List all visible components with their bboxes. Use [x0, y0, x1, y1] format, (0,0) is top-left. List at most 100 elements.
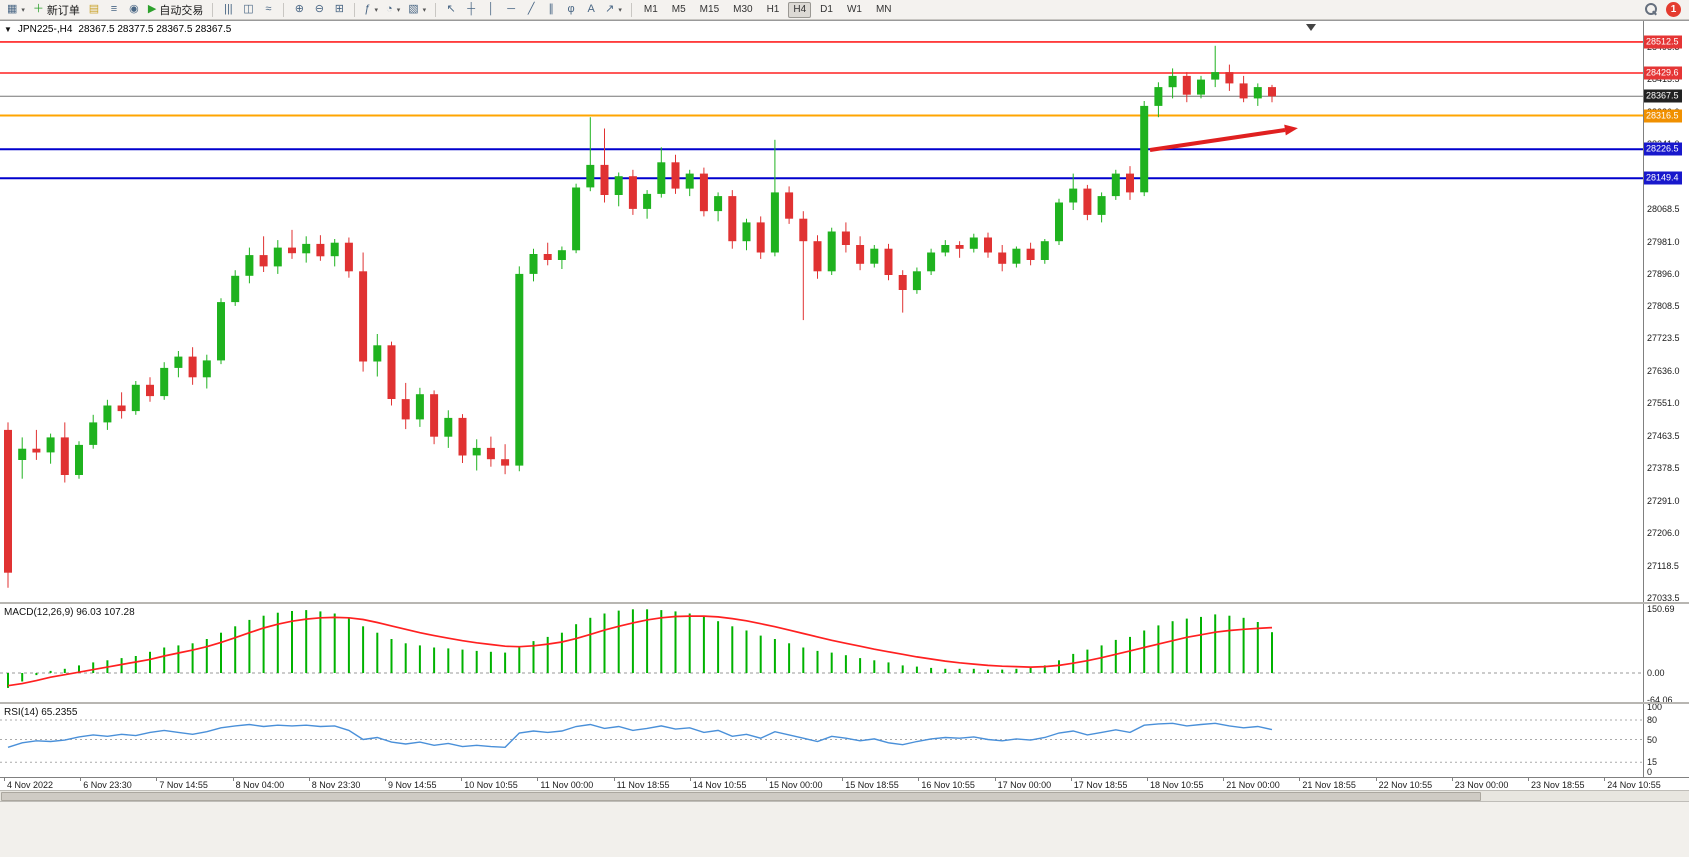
timeframe-w1-button[interactable]: W1: [846, 4, 862, 15]
toolbar-separator: [212, 2, 214, 17]
candle-body: [614, 176, 623, 195]
notification-badge[interactable]: 1: [1666, 2, 1681, 17]
timeframe-m5-button[interactable]: M5: [671, 4, 686, 15]
horizontal-line-button[interactable]: ─: [502, 1, 520, 18]
bar-chart-button[interactable]: |||: [219, 1, 237, 18]
profiles-button[interactable]: ▤: [85, 1, 103, 18]
rsi-canvas[interactable]: [0, 704, 1643, 777]
time-axis-label: 17 Nov 00:00: [997, 780, 1052, 790]
new-order-button-label: 新订单: [46, 4, 80, 17]
time-axis-tick: [766, 778, 767, 781]
candle-body: [770, 192, 779, 253]
price-axis[interactable]: 28498.528413.528326.028241.028153.528068…: [1643, 21, 1689, 777]
candle-body: [373, 345, 382, 362]
rsi-axis-label: 80: [1647, 715, 1658, 725]
candle-body: [1253, 87, 1262, 99]
crosshair-button[interactable]: ┼: [462, 1, 480, 18]
price-axis-label: 27291.0: [1647, 495, 1680, 506]
price-axis-label: 28068.5: [1647, 203, 1680, 214]
timeframe-m1-button[interactable]: M1: [643, 4, 658, 15]
macd-axis-label: 150.69: [1647, 604, 1675, 614]
time-axis-tick: [385, 778, 386, 781]
candle-body: [131, 384, 140, 412]
price-axis-label: 27896.0: [1647, 268, 1680, 279]
tile-windows-icon: ⊞: [334, 3, 344, 15]
price-level-badge: 28429.6: [1644, 66, 1682, 80]
periods-button[interactable]: ◔ ▾: [383, 1, 403, 18]
new-order-button[interactable]: ＋新订单: [30, 1, 83, 18]
chevron-down-icon[interactable]: ▼: [4, 25, 12, 34]
time-axis[interactable]: 4 Nov 2022 6 Nov 23:30 7 Nov 14:55 8 Nov 04…: [0, 777, 1689, 791]
candle-body: [756, 222, 765, 253]
timeframe-h1-button[interactable]: H1: [766, 4, 780, 15]
candle-body: [117, 405, 126, 412]
channel-button[interactable]: ∥: [542, 1, 560, 18]
price-axis-label: 27033.5: [1647, 592, 1680, 603]
indicators-button[interactable]: ƒ ▾: [361, 1, 381, 18]
bar-chart-icon: |||: [224, 3, 233, 15]
timeframe-m15-button[interactable]: M15: [699, 4, 720, 15]
time-axis-label: 10 Nov 10:55: [464, 780, 518, 790]
scrollbar-thumb[interactable]: [1, 792, 1481, 801]
trend-arrow-line[interactable]: [1149, 128, 1286, 152]
arrow-tools-button[interactable]: ↗ ▾: [602, 1, 625, 18]
text-button[interactable]: A: [582, 1, 600, 18]
line-chart-button[interactable]: ≈: [259, 1, 277, 18]
chevron-down-icon: ▾: [396, 6, 401, 14]
candle-body: [1168, 75, 1177, 88]
candle-body: [217, 302, 225, 361]
zoom-in-button[interactable]: ⊕: [290, 1, 308, 18]
candle-body: [444, 417, 453, 437]
timeframe-mn-button[interactable]: MN: [875, 4, 892, 15]
timeframe-m30-button[interactable]: M30: [733, 4, 753, 15]
trendline-button[interactable]: ╱: [522, 1, 540, 18]
candle-body: [657, 162, 666, 194]
autotrade-button[interactable]: ▶ 自动交易: [145, 1, 206, 18]
chevron-down-icon: ▾: [21, 6, 25, 14]
time-axis-tick: [1528, 778, 1529, 781]
horizontal-scrollbar[interactable]: [0, 790, 1689, 802]
candle-body: [302, 243, 311, 254]
time-axis-tick: [308, 778, 310, 781]
rsi-label: RSI(14) 65.2355: [4, 707, 78, 718]
bottom-area: [0, 802, 1689, 857]
candle-body: [344, 242, 353, 272]
zoom-out-button[interactable]: ⊖: [310, 1, 328, 18]
tile-windows-button[interactable]: ⊞: [330, 1, 348, 18]
new-chart-button[interactable]: ▦ ▾: [4, 1, 28, 18]
candle-body: [273, 247, 282, 267]
time-axis-label: 23 Nov 00:00: [1454, 780, 1509, 790]
search-icon[interactable]: [1645, 3, 1658, 16]
candle-body: [671, 162, 680, 189]
templates-button[interactable]: ▧ ▾: [405, 1, 429, 18]
time-axis-label: 7 Nov 14:55: [159, 780, 208, 790]
candle-body: [1026, 248, 1035, 260]
time-axis-label: 24 Nov 10:55: [1607, 780, 1661, 790]
candle-body: [245, 255, 254, 276]
macd-axis-label: -64.06: [1647, 695, 1673, 706]
timeframe-h4-button[interactable]: H4: [788, 1, 812, 18]
timeframe-d1-button[interactable]: D1: [820, 4, 833, 15]
main-chart-canvas[interactable]: [0, 21, 1643, 602]
new-chart-icon: ▦: [7, 3, 18, 15]
macd-canvas[interactable]: [0, 604, 1643, 702]
candle-body: [813, 241, 822, 272]
rsi-axis-label: 50: [1647, 734, 1658, 745]
toolbar-separator: [630, 2, 632, 17]
cursor-button[interactable]: ↖: [442, 1, 460, 18]
candlestick-chart-button[interactable]: ◫: [239, 1, 257, 18]
rsi-panel-divider[interactable]: [0, 702, 1689, 704]
time-axis-tick: [1299, 778, 1301, 781]
price-level-badge: 28316.5: [1644, 109, 1682, 123]
candle-body: [188, 356, 197, 378]
vertical-line-button[interactable]: │: [482, 1, 500, 18]
sound-button[interactable]: ◉: [125, 1, 143, 18]
fibonacci-button[interactable]: φ: [562, 1, 580, 18]
chart-shift-marker[interactable]: [1306, 24, 1316, 31]
price-level-badge: 28367.5: [1644, 89, 1682, 103]
candle-body: [628, 176, 637, 209]
macd-panel-divider[interactable]: [0, 602, 1689, 604]
candle-body: [1097, 196, 1106, 215]
market-watch-button[interactable]: ≡: [105, 1, 123, 18]
channel-icon: ∥: [548, 3, 554, 15]
